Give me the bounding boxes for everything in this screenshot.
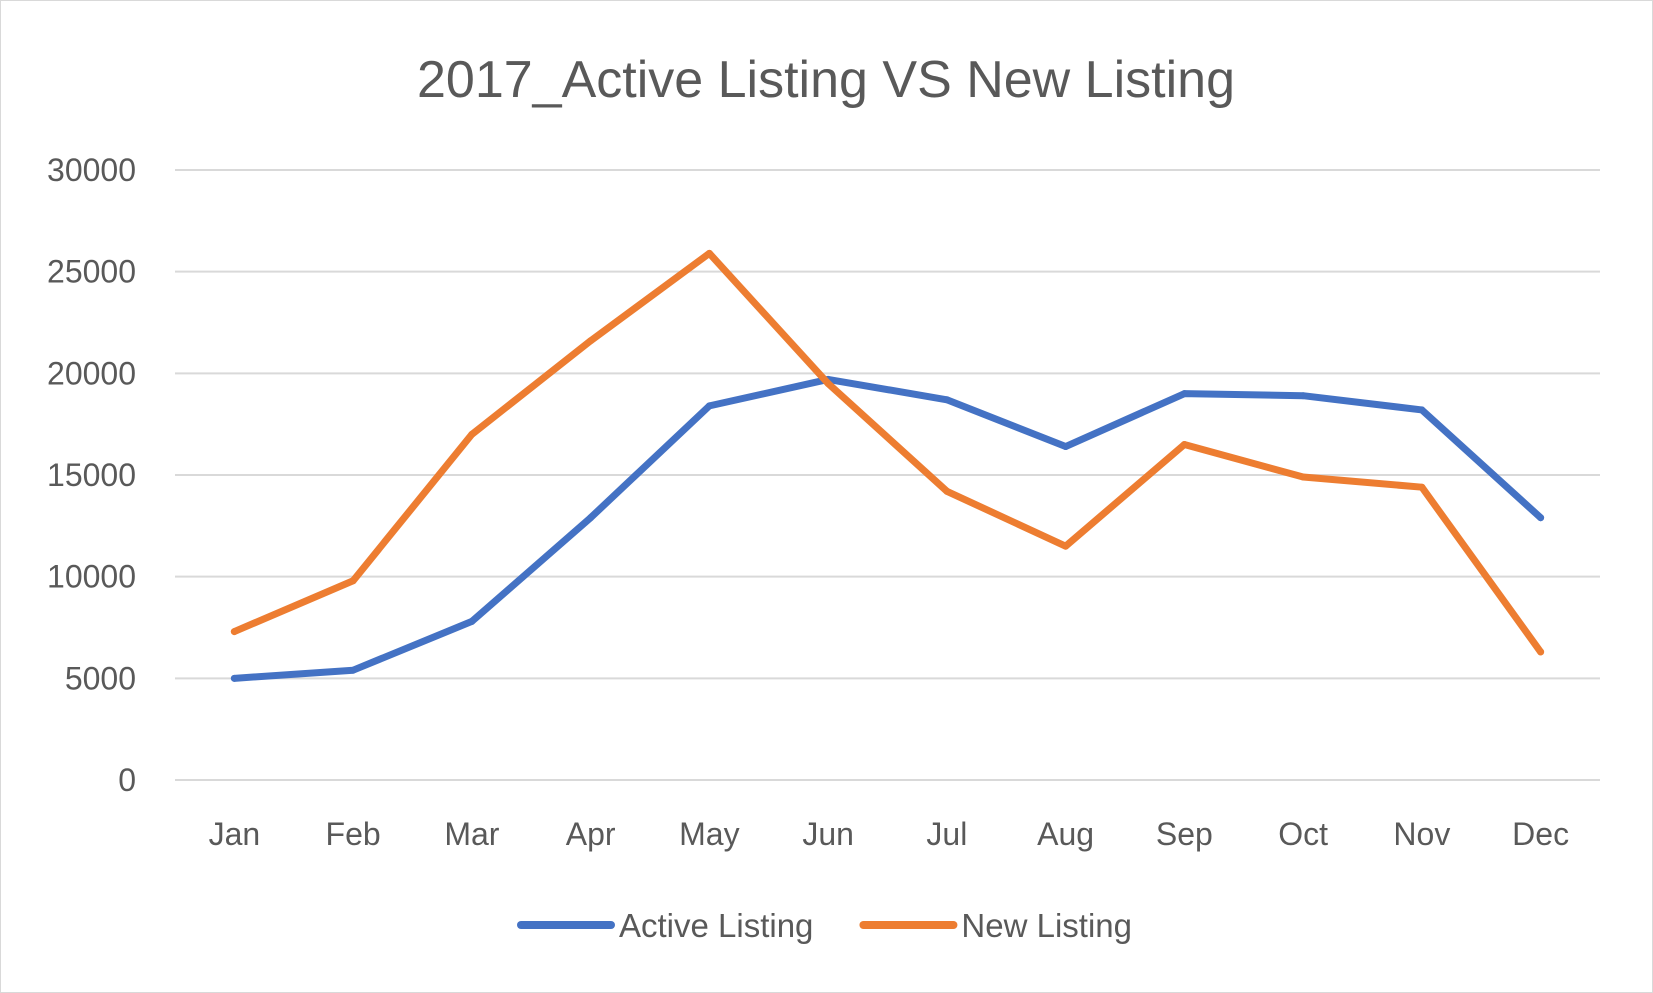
data-point (587, 514, 595, 522)
x-tick-label: Apr (566, 816, 616, 852)
data-point (1180, 441, 1188, 448)
data-point (824, 380, 832, 387)
data-point (705, 249, 713, 257)
legend: Active Listing New Listing (516, 907, 1132, 944)
legend-item-0: Active Listing (516, 907, 813, 944)
x-tick-label: Mar (444, 816, 499, 852)
y-tick-label: 10000 (47, 559, 136, 595)
x-tick-label: May (679, 816, 739, 852)
y-tick-label: 25000 (47, 254, 136, 290)
y-tick-label: 15000 (47, 457, 136, 493)
y-tick-label: 5000 (65, 660, 136, 696)
data-point (349, 577, 357, 585)
data-point (349, 666, 357, 674)
legend-item-1: New Listing (859, 907, 1132, 944)
data-point (1418, 483, 1426, 491)
y-tick-label: 30000 (47, 152, 136, 188)
y-tick-label: 20000 (47, 355, 136, 391)
data-point (943, 396, 951, 404)
x-tick-label: Feb (326, 816, 381, 852)
data-point (1062, 542, 1070, 550)
gridlines (175, 169, 1600, 781)
x-axis-ticks: Jan Feb Mar Apr May Jun Jul Aug Sep Oct Nov Dec (209, 816, 1570, 852)
data-point (1299, 392, 1307, 400)
data-point (230, 674, 238, 682)
data-point (943, 487, 951, 495)
data-point (705, 402, 713, 410)
legend-label: New Listing (961, 907, 1132, 944)
data-point (468, 617, 476, 625)
x-tick-label: Jun (802, 816, 854, 852)
data-point (587, 337, 595, 345)
series-line-0 (230, 375, 1545, 682)
y-tick-label: 0 (118, 762, 136, 798)
legend-label: Active Listing (619, 907, 813, 944)
x-tick-label: Sep (1156, 816, 1213, 852)
x-tick-label: Jan (209, 816, 261, 852)
data-point (1180, 390, 1188, 398)
y-axis-ticks: 0 5000 10000 15000 20000 25000 30000 (47, 152, 136, 798)
data-point (1299, 473, 1307, 481)
data-point (230, 628, 238, 636)
series-lines (230, 249, 1545, 682)
data-point (1537, 648, 1545, 656)
data-point (468, 430, 476, 438)
x-tick-label: Jul (926, 816, 967, 852)
series-line-1 (230, 249, 1545, 656)
data-point (1418, 406, 1426, 414)
x-tick-label: Oct (1278, 816, 1328, 852)
chart-title: 2017_Active Listing VS New Listing (417, 51, 1235, 109)
x-tick-label: Aug (1037, 816, 1094, 852)
x-tick-label: Dec (1512, 816, 1569, 852)
x-tick-label: Nov (1393, 816, 1450, 852)
data-point (1062, 443, 1070, 451)
data-point (1537, 514, 1545, 522)
